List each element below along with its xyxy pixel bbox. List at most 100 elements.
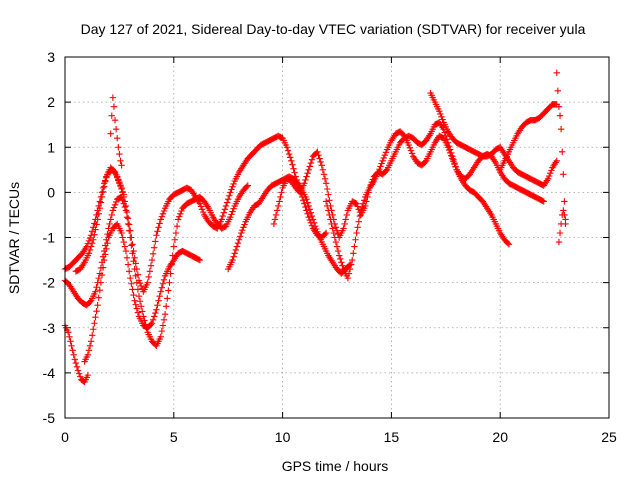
data-point [159,322,167,329]
data-point [408,150,416,157]
data-point [75,370,83,377]
data-point [84,351,92,359]
data-point [97,199,105,206]
data-point [86,342,94,349]
data-point [222,202,230,210]
data-point [505,241,513,248]
series-track-9 [322,128,547,282]
x-tick-label: 15 [384,429,400,445]
data-point [379,157,386,164]
data-point [277,193,284,201]
data-point [326,211,333,219]
data-point [84,371,92,379]
data-point [342,216,349,223]
data-point [111,201,119,208]
data-point [315,231,322,238]
data-point [444,144,452,151]
data-point [561,198,568,205]
data-point [229,256,236,264]
data-point [96,270,104,277]
data-point [109,94,117,101]
series-track-11 [497,101,560,174]
data-point [158,213,166,220]
data-point [283,144,291,151]
data-point [87,338,95,345]
data-point [547,169,554,177]
data-point [139,308,146,315]
data-point [322,229,330,237]
data-point [107,130,114,137]
data-point [149,316,157,324]
data-point [102,242,109,249]
data-point [155,297,162,304]
series-layer [61,69,569,386]
data-point [141,317,148,324]
data-point [87,232,95,239]
data-point [122,247,130,255]
data-point [228,186,235,193]
data-point [303,195,310,203]
data-point [421,158,429,166]
data-point [316,155,323,162]
y-tick-label: -1 [43,230,56,246]
data-point [154,301,161,309]
data-point [324,202,331,210]
series-track-13 [555,207,569,246]
data-point [151,244,158,251]
data-point [106,220,113,228]
data-point [124,215,132,222]
data-point [284,147,292,154]
data-point [71,356,78,363]
x-tick-label: 5 [170,429,178,445]
data-point [308,212,316,220]
data-point [93,221,100,228]
data-point [557,220,565,228]
data-point [130,291,137,299]
data-point [559,148,566,155]
data-point [160,316,168,324]
data-point [437,110,444,118]
data-point [142,321,149,328]
data-point [137,282,145,290]
data-point [159,210,167,218]
data-point [172,229,180,237]
data-point [129,286,136,293]
data-point [270,220,278,228]
data-point [353,200,360,207]
data-point [160,207,168,215]
data-point [382,149,390,156]
data-point [287,154,294,161]
data-point [234,239,242,247]
data-point [85,250,93,257]
data-point [140,313,147,320]
data-point [233,243,241,250]
data-point [356,212,364,220]
data-point [128,234,135,241]
data-point [196,200,204,207]
data-point [120,238,127,246]
y-axis-label: SDTVAR / TECUs [6,182,22,294]
data-point [158,284,166,291]
data-point [328,220,335,228]
data-point [357,207,365,214]
data-point [361,197,368,204]
data-point [376,166,383,173]
data-point [137,303,145,310]
x-tick-label: 0 [61,429,69,445]
data-point [344,274,352,282]
data-point [330,229,337,237]
data-point [96,286,104,294]
data-point [303,207,310,214]
data-point [87,243,95,250]
data-point [451,160,458,168]
data-point [147,262,155,269]
data-point [94,301,101,309]
data-point [159,280,167,287]
data-point [322,180,330,187]
data-point [148,256,156,264]
data-point [116,150,123,158]
data-point [300,197,307,204]
data-point [450,158,457,165]
data-point [452,163,459,171]
data-point [324,185,331,193]
